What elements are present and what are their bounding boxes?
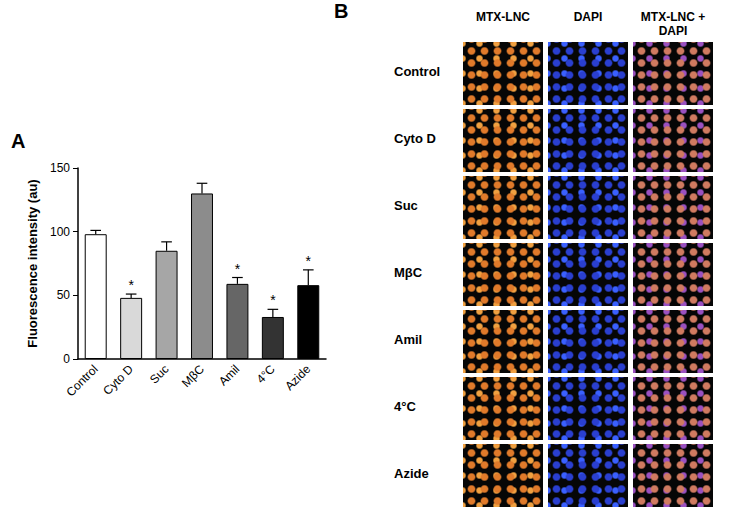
- html-text:Azide: Azide: [394, 466, 429, 481]
- svg-text:A: A: [11, 130, 25, 152]
- html-text:MTX-LNC + DAPI: MTX-LNC + DAPI: [640, 10, 706, 38]
- svg-text:100: 100: [50, 225, 70, 239]
- svg-text:150: 150: [50, 161, 70, 175]
- html-text:4°C: 4°C: [394, 399, 416, 414]
- html-text:Amil: Amil: [394, 332, 423, 347]
- svg-text:Suc: Suc: [147, 362, 172, 387]
- svg-text:Control: Control: [63, 362, 100, 399]
- svg-text:*: *: [270, 292, 276, 308]
- html-text:B: B: [334, 0, 349, 22]
- svg-text:MβC: MβC: [179, 362, 207, 390]
- html-text:DAPI: DAPI: [573, 10, 603, 24]
- html-text:Control: Control: [394, 64, 441, 79]
- svg-text:Amil: Amil: [216, 362, 242, 388]
- html-text:Suc: Suc: [394, 198, 418, 213]
- svg-text:Azide: Azide: [282, 362, 313, 393]
- svg-text:*: *: [306, 253, 312, 269]
- svg-text:Fluorescence intensity (au): Fluorescence intensity (au): [25, 179, 40, 347]
- svg-text:4°C: 4°C: [254, 362, 278, 386]
- html-text:MTX-LNC: MTX-LNC: [476, 10, 530, 24]
- svg-text:0: 0: [63, 352, 70, 366]
- svg-text:Cyto D: Cyto D: [100, 362, 136, 398]
- svg-text:*: *: [235, 261, 241, 277]
- html-text:MβC: MβC: [394, 265, 423, 280]
- svg-text:50: 50: [57, 288, 71, 302]
- html-text:Cyto D: Cyto D: [394, 131, 436, 146]
- svg-text:*: *: [128, 277, 134, 293]
